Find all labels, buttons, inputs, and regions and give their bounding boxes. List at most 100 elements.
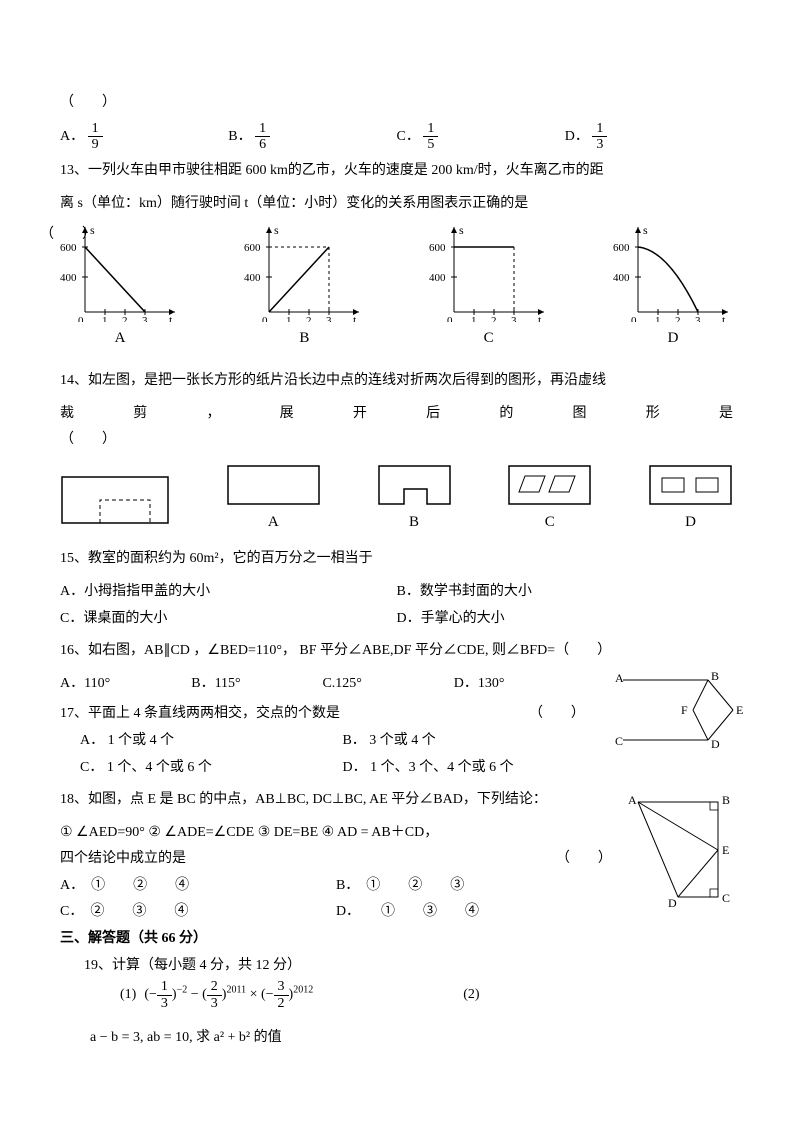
q16-a: A．110° (60, 671, 191, 698)
q16-block: 16、如右图，AB∥CD ，∠BED=110°， BF 平分∠ABE,DF 平分… (60, 638, 733, 781)
q14-shapes: A B C D (60, 464, 733, 537)
svg-text:t: t (538, 313, 542, 322)
svg-text:1: 1 (471, 315, 477, 322)
q14-c5: 后 (426, 401, 440, 428)
q14-c1: 剪 (133, 401, 147, 428)
q13-c-label: C (429, 324, 549, 353)
svg-text:400: 400 (613, 272, 630, 284)
svg-text:400: 400 (429, 272, 446, 284)
q14-shape-d: D (648, 464, 733, 537)
q12-options: A． 19 B． 16 C． 15 D． 13 (60, 121, 733, 153)
q18-b: B． ① ② ③ (336, 873, 612, 900)
svg-text:A: A (628, 793, 637, 807)
q14-shape-c: C (507, 464, 592, 537)
svg-text:3: 3 (695, 315, 701, 322)
q17-b: B． 3 个或 4 个 (342, 728, 604, 755)
q12-opt-c: C． 15 (397, 121, 565, 153)
q12-b-num: 1 (255, 121, 270, 137)
q13-graph-d: s t 600 400 0 1 2 3 D (613, 222, 733, 353)
q12-a-den: 9 (88, 137, 103, 152)
q18-row2: C． ② ③ ④ D． ① ③ ④ (60, 899, 612, 926)
q17-row1: A． 1 个或 4 个 B． 3 个或 4 个 (60, 728, 605, 755)
q14-c7: 图 (573, 401, 587, 428)
q15-text: 15、教室的面积约为 60m²，它的百万分之一相当于 (60, 546, 733, 573)
q17-row2: C． 1 个、4 个或 6 个 D． 1 个、3 个、4 个或 6 个 (60, 755, 605, 782)
q18-text1: 18、如图，点 E 是 BC 的中点，AB⊥BC, DC⊥BC, AE 平分∠B… (60, 787, 612, 814)
q15-a: A．小拇指指甲盖的大小 (60, 579, 397, 606)
svg-text:0: 0 (631, 315, 637, 322)
q14-b-label: B (377, 508, 452, 537)
svg-text:t: t (353, 313, 357, 322)
q14-d-label: D (648, 508, 733, 537)
q12-d-label: D． (565, 129, 589, 144)
q15-b: B．数学书封面的大小 (397, 579, 734, 606)
q19-p2-label: (2) (463, 982, 479, 1009)
q13-graph-c: s t 600 400 0 1 2 3 C (429, 222, 549, 353)
svg-text:600: 600 (429, 242, 446, 254)
q12-opt-d: D． 13 (565, 121, 733, 153)
q16-b: B．115° (191, 671, 322, 698)
q12-opt-a: A． 19 (60, 121, 228, 153)
svg-text:3: 3 (326, 315, 332, 322)
svg-text:0: 0 (447, 315, 453, 322)
q15-row2: C．课桌面的大小 D．手掌心的大小 (60, 606, 733, 633)
q18-d: D． ① ③ ④ (336, 899, 612, 926)
q15-d: D．手掌心的大小 (397, 606, 734, 633)
q18-a: A． ① ② ④ (60, 873, 336, 900)
svg-text:3: 3 (511, 315, 517, 322)
q17-paren: （ ） (529, 701, 585, 728)
section3-title: 三、解答题（共 66 分） (60, 926, 733, 953)
svg-text:D: D (711, 737, 720, 750)
q13-text2: 离 s（单位：km）随行驶时间 t（单位：小时）变化的关系用图表示正确的是 (60, 191, 733, 218)
svg-text:E: E (736, 703, 743, 717)
q19-expr2: a − b = 3, ab = 10, 求 a² + b² 的值 (60, 1025, 733, 1052)
q13-b-label: B (244, 324, 364, 353)
svg-text:s: s (274, 223, 279, 237)
q18-paren: （ ） (556, 846, 612, 873)
q18-text3: 四个结论中成立的是 (60, 846, 556, 873)
q18-c: C． ② ③ ④ (60, 899, 336, 926)
svg-text:2: 2 (675, 315, 681, 322)
svg-text:A: A (615, 671, 624, 685)
q13-text1: 13、一列火车由甲市驶往相距 600 km的乙市，火车的速度是 200 km/时… (60, 158, 733, 185)
q14-text2: 裁 剪 ， 展 开 后 的 图 形 是 (60, 401, 733, 428)
q19-expr1: (−13)−2 − (23)2011 × (−32)2012 (144, 979, 313, 1011)
q14-c3: 展 (280, 401, 294, 428)
q14-c2: ， (206, 401, 220, 428)
q15-c: C．课桌面的大小 (60, 606, 397, 633)
q14-a-label: A (226, 508, 321, 537)
q13-d-label: D (613, 324, 733, 353)
q14-c8: 形 (646, 401, 660, 428)
svg-text:t: t (722, 313, 726, 322)
svg-text:C: C (615, 734, 623, 748)
q16-c: C.125° (322, 671, 453, 698)
svg-text:2: 2 (122, 315, 128, 322)
q17-text: 17、平面上 4 条直线两两相交，交点的个数是 (60, 701, 529, 728)
q14-c9: 是 (719, 401, 733, 428)
q13-graph-b: s t 600 400 0 1 2 3 B (244, 222, 364, 353)
q14-shape-a: A (226, 464, 321, 537)
svg-text:3: 3 (142, 315, 148, 322)
svg-text:1: 1 (286, 315, 292, 322)
svg-text:C: C (722, 891, 730, 905)
svg-text:D: D (668, 896, 677, 907)
q18-row1: A． ① ② ④ B． ① ② ③ (60, 873, 612, 900)
q12-b-den: 6 (255, 137, 270, 152)
q12-d-num: 1 (592, 121, 607, 137)
q19-p1-label: (1) (120, 982, 136, 1009)
svg-text:E: E (722, 843, 729, 857)
svg-text:s: s (459, 223, 464, 237)
svg-text:1: 1 (655, 315, 661, 322)
q12-c-label: C． (397, 129, 420, 144)
q12-d-den: 3 (592, 137, 607, 152)
q15-row1: A．小拇指指甲盖的大小 B．数学书封面的大小 (60, 579, 733, 606)
q17-c: C． 1 个、4 个或 6 个 (80, 755, 342, 782)
q17-d: D． 1 个、3 个、4 个或 6 个 (342, 755, 604, 782)
svg-text:600: 600 (244, 242, 261, 254)
q17-a: A． 1 个或 4 个 (80, 728, 342, 755)
q14-paren: （ ） (60, 427, 733, 454)
svg-text:2: 2 (491, 315, 497, 322)
q12-opt-b: B． 16 (228, 121, 396, 153)
svg-text:B: B (722, 793, 730, 807)
q16-d: D．130° (454, 671, 585, 698)
